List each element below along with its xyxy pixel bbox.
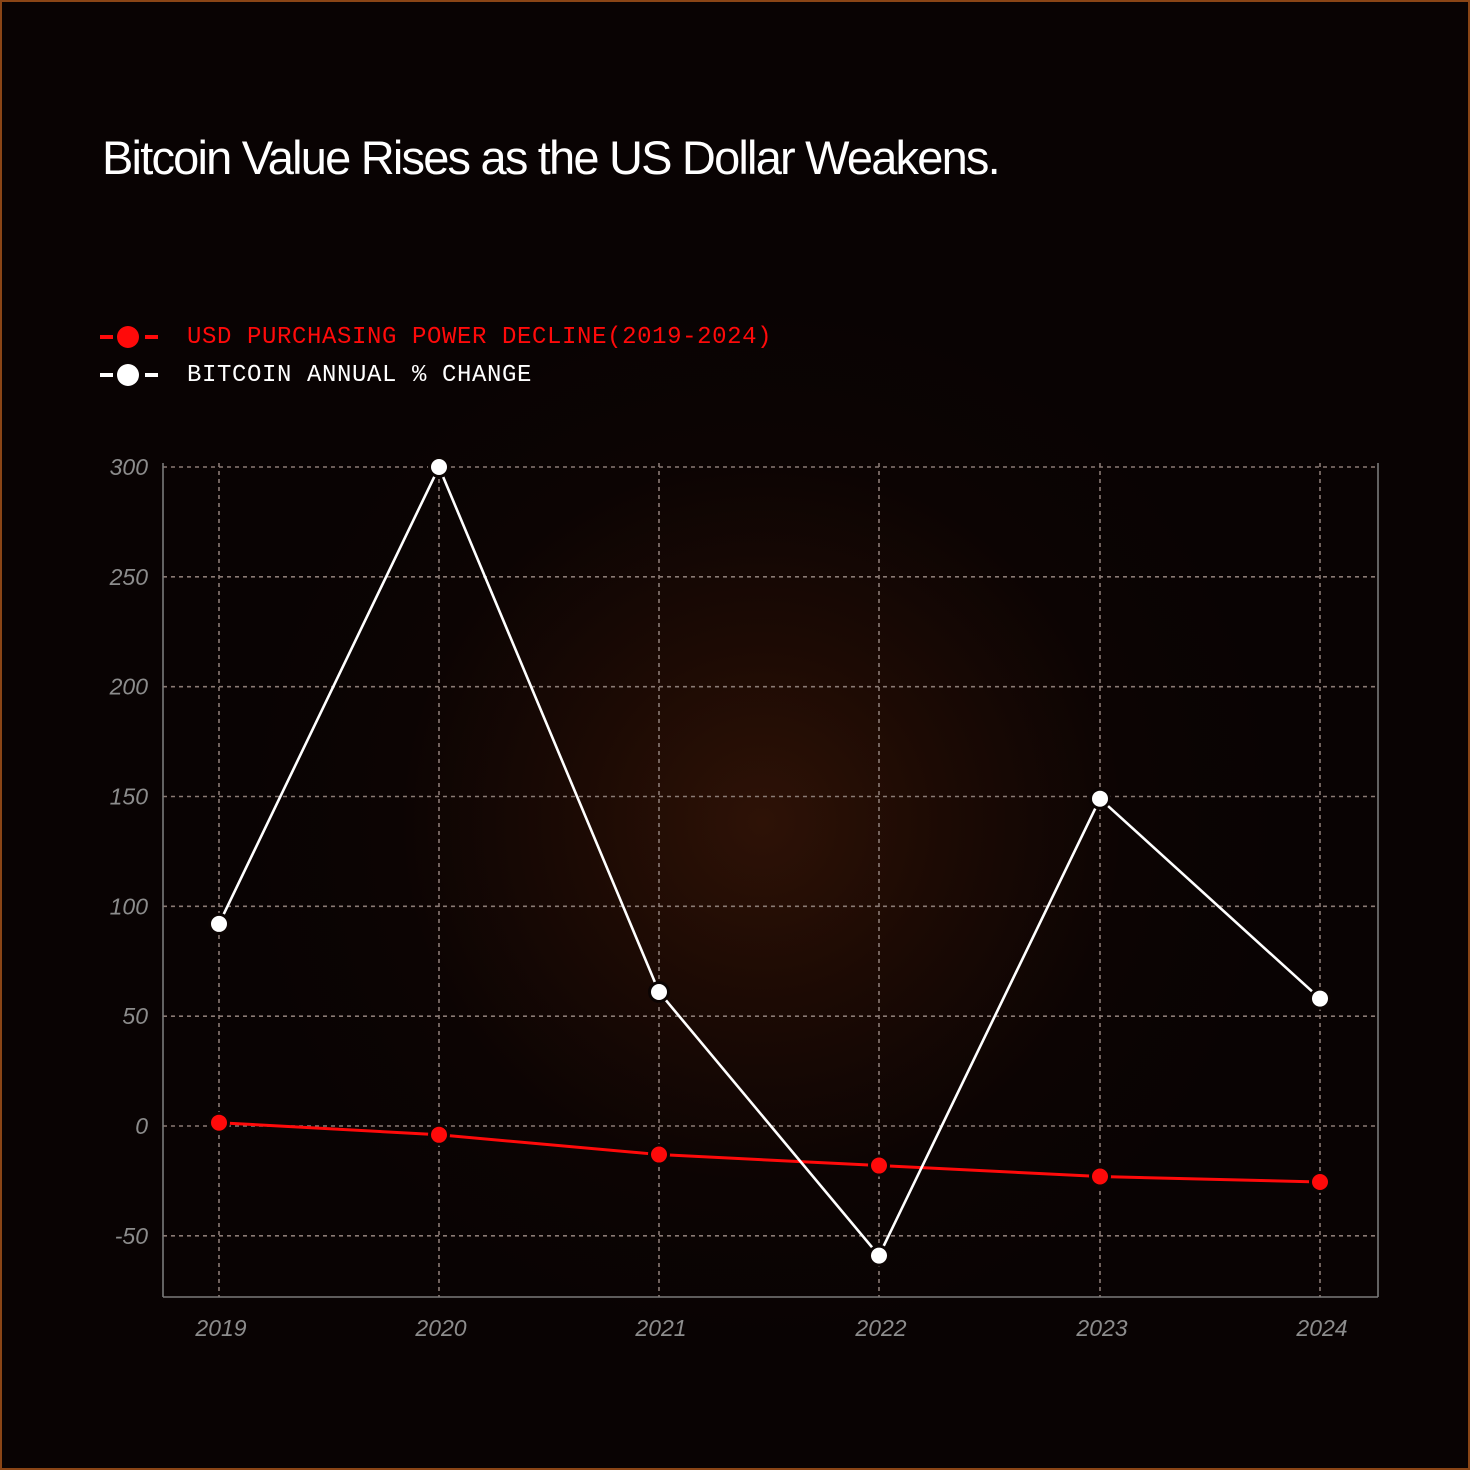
grid-lines — [163, 463, 1378, 1297]
data-point[interactable] — [1092, 1168, 1108, 1185]
chart-title: Bitcoin Value Rises as the US Dollar Wea… — [102, 131, 1001, 184]
y-tick-label: 0 — [135, 1113, 148, 1139]
y-axis-ticks: 300 250 200 150 100 50 0 -50 — [109, 454, 149, 1249]
y-tick-label: 50 — [122, 1003, 148, 1029]
x-tick-label: 2022 — [854, 1315, 906, 1341]
legend-label-btc: BITCOIN ANNUAL % CHANGE — [187, 361, 533, 389]
data-point[interactable] — [651, 1146, 667, 1163]
x-tick-label: 2023 — [1075, 1315, 1127, 1341]
x-axis-ticks: 2019 2020 2021 2022 2023 2024 — [194, 1315, 1347, 1341]
x-tick-label: 2021 — [634, 1315, 686, 1341]
data-point[interactable] — [211, 915, 227, 932]
data-point[interactable] — [431, 1126, 447, 1143]
white-dot-line-icon — [100, 363, 158, 387]
legend-item-btc: BITCOIN ANNUAL % CHANGE — [100, 356, 772, 394]
series-lines — [208, 456, 1331, 1267]
data-point[interactable] — [1312, 1174, 1328, 1191]
data-point[interactable] — [431, 459, 447, 475]
y-tick-label: 300 — [110, 454, 149, 480]
data-point[interactable] — [1312, 990, 1328, 1007]
y-tick-label: -50 — [115, 1223, 148, 1249]
legend-label-usd: USD PURCHASING POWER DECLINE(2019-2024) — [187, 323, 773, 351]
data-point[interactable] — [211, 1114, 227, 1131]
x-tick-label: 2019 — [194, 1315, 246, 1341]
series-line — [218, 1121, 1321, 1184]
y-tick-label: 200 — [109, 674, 149, 700]
btc-series — [208, 456, 1331, 1267]
data-point[interactable] — [871, 1157, 887, 1174]
y-tick-label: 150 — [110, 784, 149, 810]
usd-series — [208, 1111, 1331, 1194]
series-line — [217, 463, 1321, 1258]
legend: USD PURCHASING POWER DECLINE(2019-2024) … — [100, 318, 772, 394]
red-dot-line-icon — [100, 325, 158, 349]
y-tick-label: 250 — [109, 564, 149, 590]
data-point[interactable] — [651, 984, 667, 1001]
y-tick-label: 100 — [110, 893, 149, 919]
x-tick-label: 2020 — [414, 1315, 466, 1341]
data-point[interactable] — [871, 1247, 887, 1264]
x-tick-label: 2024 — [1295, 1315, 1347, 1341]
data-point[interactable] — [1092, 790, 1108, 807]
axes — [162, 463, 1379, 1298]
legend-item-usd: USD PURCHASING POWER DECLINE(2019-2024) — [100, 318, 772, 356]
